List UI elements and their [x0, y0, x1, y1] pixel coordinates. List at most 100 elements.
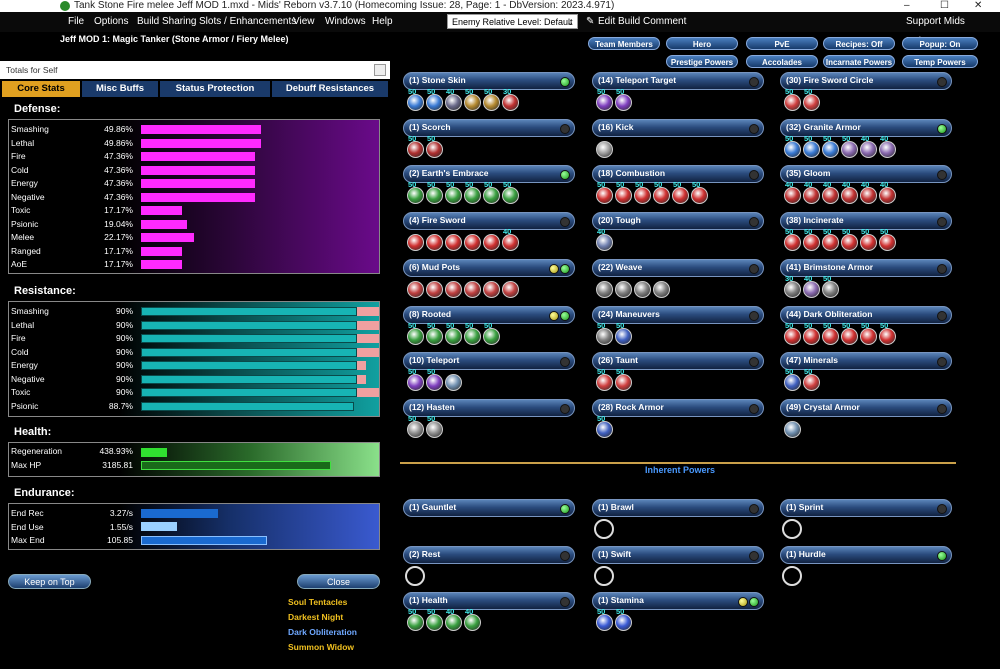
- enhancement-icon[interactable]: [483, 280, 500, 298]
- enhancement-icon[interactable]: [653, 280, 670, 298]
- enhancement-icon[interactable]: [784, 420, 801, 438]
- power-slot[interactable]: (1) Stone Skin 50 50 40 50 50 30: [403, 72, 575, 118]
- toolbar-team-members-button[interactable]: Team Members: [588, 37, 660, 50]
- enhancement-icon[interactable]: [483, 94, 500, 111]
- enhancement-icon[interactable]: [784, 280, 801, 298]
- enhancement-icon[interactable]: [407, 420, 424, 438]
- enhancement-icon[interactable]: [803, 94, 820, 111]
- power-bar[interactable]: (14) Teleport Target: [592, 72, 764, 90]
- close-window-button[interactable]: ✕: [974, 0, 983, 11]
- enhancement-icon[interactable]: [803, 187, 820, 205]
- power-slot[interactable]: (32) Granite Armor 50 50 50 50 40 40: [780, 118, 952, 165]
- empty-slot-icon[interactable]: [782, 565, 802, 586]
- enhancement-icon[interactable]: [445, 187, 462, 205]
- enhancement-icon[interactable]: [841, 140, 858, 158]
- enhancement-icon[interactable]: [803, 374, 820, 392]
- power-bar[interactable]: (2) Rest: [403, 545, 575, 564]
- power-bar[interactable]: (1) Stamina: [592, 592, 764, 610]
- tab-status-protection[interactable]: Status Protection: [160, 81, 270, 97]
- enhancement-icon[interactable]: [483, 234, 500, 252]
- toolbar-accolades-button[interactable]: Accolades: [746, 55, 818, 68]
- enhancement-icon[interactable]: [426, 140, 443, 158]
- power-slot[interactable]: (1) Gauntlet: [403, 499, 575, 545]
- power-bar[interactable]: (6) Mud Pots: [403, 258, 575, 277]
- totals-close-box[interactable]: [374, 64, 386, 76]
- power-slot[interactable]: (1) Scorch 50 50: [403, 118, 575, 165]
- enhancement-icon[interactable]: [426, 94, 443, 111]
- power-slot[interactable]: (12) Hasten 50 50: [403, 398, 575, 445]
- power-bar[interactable]: (18) Combustion: [592, 165, 764, 184]
- enhancement-icon[interactable]: [596, 327, 613, 345]
- enhancement-icon[interactable]: [407, 374, 424, 392]
- enhancement-icon[interactable]: [445, 614, 462, 631]
- enhancement-icon[interactable]: [841, 234, 858, 252]
- enhancement-icon[interactable]: [784, 187, 801, 205]
- enhancement-icon[interactable]: [615, 614, 632, 631]
- enhancement-icon[interactable]: [784, 234, 801, 252]
- enhancement-icon[interactable]: [407, 140, 424, 158]
- enhancement-icon[interactable]: [784, 374, 801, 392]
- keep-on-top-button[interactable]: Keep on Top: [8, 574, 91, 589]
- enhancement-icon[interactable]: [860, 327, 877, 345]
- power-bar[interactable]: (1) Health: [403, 592, 575, 610]
- enhancement-icon[interactable]: [483, 327, 500, 345]
- power-slot[interactable]: (49) Crystal Armor: [780, 398, 952, 445]
- power-slot[interactable]: (1) Swift: [592, 545, 764, 592]
- enhancement-icon[interactable]: [407, 280, 424, 298]
- enhancement-icon[interactable]: [822, 234, 839, 252]
- menu-view[interactable]: View: [293, 16, 315, 27]
- enhancement-icon[interactable]: [464, 614, 481, 631]
- enhancement-icon[interactable]: [483, 187, 500, 205]
- enhancement-icon[interactable]: [596, 614, 613, 631]
- power-bar[interactable]: (32) Granite Armor: [780, 118, 952, 137]
- enhancement-icon[interactable]: [596, 234, 613, 252]
- empty-slot-icon[interactable]: [594, 519, 614, 539]
- enhancement-icon[interactable]: [464, 234, 481, 252]
- enhancement-icon[interactable]: [879, 187, 896, 205]
- power-bar[interactable]: (16) Kick: [592, 118, 764, 137]
- enhancement-icon[interactable]: [879, 140, 896, 158]
- enhancement-icon[interactable]: [879, 327, 896, 345]
- power-slot[interactable]: (22) Weave: [592, 258, 764, 305]
- power-bar[interactable]: (8) Rooted: [403, 305, 575, 324]
- power-slot[interactable]: (1) Hurdle: [780, 545, 952, 592]
- power-bar[interactable]: (38) Incinerate: [780, 212, 952, 231]
- enhancement-icon[interactable]: [502, 94, 519, 111]
- power-slot[interactable]: (44) Dark Obliteration 50 50 50 50 50 50: [780, 305, 952, 352]
- power-bar[interactable]: (44) Dark Obliteration: [780, 305, 952, 324]
- enhancement-icon[interactable]: [426, 280, 443, 298]
- power-slot[interactable]: (1) Sprint: [780, 499, 952, 545]
- enhancement-icon[interactable]: [822, 187, 839, 205]
- enhancement-icon[interactable]: [502, 234, 519, 252]
- toolbar-popup-on-button[interactable]: Popup: On: [902, 37, 978, 50]
- power-slot[interactable]: (8) Rooted 50 50 50 50 50: [403, 305, 575, 352]
- enhancement-icon[interactable]: [615, 374, 632, 392]
- enhancement-icon[interactable]: [841, 187, 858, 205]
- menu-slots-enhancements[interactable]: Slots / Enhancements: [199, 16, 297, 27]
- enhancement-icon[interactable]: [784, 327, 801, 345]
- power-slot[interactable]: (1) Health 50 50 40 40: [403, 592, 575, 638]
- close-button[interactable]: Close: [297, 574, 380, 589]
- power-bar[interactable]: (1) Brawl: [592, 499, 764, 517]
- menu-options[interactable]: Options: [94, 16, 129, 27]
- minimize-button[interactable]: –: [904, 0, 910, 11]
- tab-misc-buffs[interactable]: Misc Buffs: [82, 81, 158, 97]
- power-bar[interactable]: (12) Hasten: [403, 398, 575, 417]
- power-slot[interactable]: (30) Fire Sword Circle 50 50: [780, 72, 952, 118]
- enhancement-icon[interactable]: [445, 374, 462, 392]
- enhancement-icon[interactable]: [860, 234, 877, 252]
- enhancement-icon[interactable]: [634, 280, 651, 298]
- power-bar[interactable]: (2) Earth's Embrace: [403, 165, 575, 184]
- toolbar-recipes-off-button[interactable]: Recipes: Off: [823, 37, 895, 50]
- enhancement-icon[interactable]: [464, 280, 481, 298]
- enhancement-icon[interactable]: [803, 280, 820, 298]
- enhancement-icon[interactable]: [407, 187, 424, 205]
- enhancement-icon[interactable]: [596, 140, 613, 158]
- enhancement-icon[interactable]: [407, 327, 424, 345]
- enhancement-icon[interactable]: [860, 187, 877, 205]
- power-bar[interactable]: (1) Scorch: [403, 118, 575, 137]
- enhancement-icon[interactable]: [426, 614, 443, 631]
- power-bar[interactable]: (26) Taunt: [592, 352, 764, 371]
- power-bar[interactable]: (35) Gloom: [780, 165, 952, 184]
- enhancement-icon[interactable]: [464, 94, 481, 111]
